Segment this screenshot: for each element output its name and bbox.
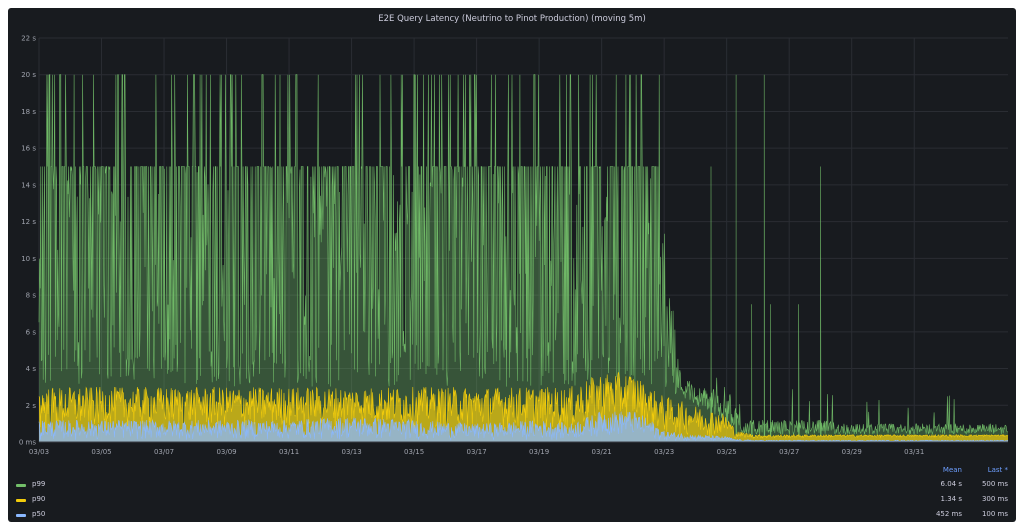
x-tick-label: 03/21 xyxy=(592,448,612,456)
chart-plot: 0 ms 2 s 4 s 6 s 8 s 10 s 12 s 14 s 16 s 18 s 20 s… xyxy=(19,35,1009,456)
y-tick-label: 18 s xyxy=(21,108,36,116)
series-p90-line xyxy=(38,372,1009,439)
x-tick-label: 03/19 xyxy=(529,448,549,456)
y-tick-label: 14 s xyxy=(21,181,36,189)
legend-last-value: 100 ms xyxy=(981,510,1008,518)
legend-series-name: p50 xyxy=(32,510,46,518)
legend-mean-value: 1.34 s xyxy=(940,495,962,503)
legend-swatch-p90 xyxy=(16,499,26,502)
legend-series-name: p90 xyxy=(32,495,46,503)
x-tick-label: 03/31 xyxy=(904,448,924,456)
legend-header-mean: Mean xyxy=(942,466,962,474)
x-tick-label: 03/15 xyxy=(404,448,424,456)
x-tick-label: 03/23 xyxy=(654,448,674,456)
y-tick-label: 0 ms xyxy=(19,439,36,447)
y-tick-label: 10 s xyxy=(21,255,36,263)
legend-row-p99[interactable]: p99 6.04 s 500 ms xyxy=(16,478,1008,492)
series-p50-line xyxy=(38,411,1009,442)
x-tick-label: 03/25 xyxy=(717,448,737,456)
legend-swatch-p50 xyxy=(16,514,26,517)
legend-mean-value: 6.04 s xyxy=(940,480,962,488)
legend-row-p90[interactable]: p90 1.34 s 300 ms xyxy=(16,493,1008,507)
legend-last-value: 500 ms xyxy=(981,480,1008,488)
y-tick-label: 2 s xyxy=(26,402,37,410)
y-tick-label: 22 s xyxy=(21,35,36,43)
legend-row-p50[interactable]: p50 452 ms 100 ms xyxy=(16,508,1008,522)
x-tick-label: 03/05 xyxy=(91,448,111,456)
legend: Mean Last * p99 6.04 s 500 ms p90 1.34 s… xyxy=(8,460,1016,522)
x-tick-label: 03/11 xyxy=(279,448,299,456)
chart-panel: E2E Query Latency (Neutrino to Pinot Pro… xyxy=(8,8,1016,522)
x-tick-label: 03/03 xyxy=(29,448,49,456)
y-tick-label: 12 s xyxy=(21,218,36,226)
x-tick-label: 03/09 xyxy=(216,448,236,456)
chart-title: E2E Query Latency (Neutrino to Pinot Pro… xyxy=(378,14,646,24)
legend-swatch-p99 xyxy=(16,484,26,487)
y-tick-label: 6 s xyxy=(26,328,37,336)
y-tick-label: 16 s xyxy=(21,145,36,153)
x-tick-label: 03/13 xyxy=(341,448,361,456)
y-tick-label: 4 s xyxy=(26,365,37,373)
y-tick-label: 8 s xyxy=(26,292,37,300)
y-tick-label: 20 s xyxy=(21,71,36,79)
legend-header-last: Last * xyxy=(987,466,1008,474)
x-tick-label: 03/29 xyxy=(842,448,862,456)
legend-series-name: p99 xyxy=(32,480,46,488)
legend-mean-value: 452 ms xyxy=(935,510,962,518)
x-tick-label: 03/27 xyxy=(779,448,799,456)
legend-last-value: 300 ms xyxy=(981,495,1008,503)
series-p99-line xyxy=(38,74,1009,437)
x-tick-label: 03/17 xyxy=(467,448,487,456)
x-tick-label: 03/07 xyxy=(154,448,174,456)
